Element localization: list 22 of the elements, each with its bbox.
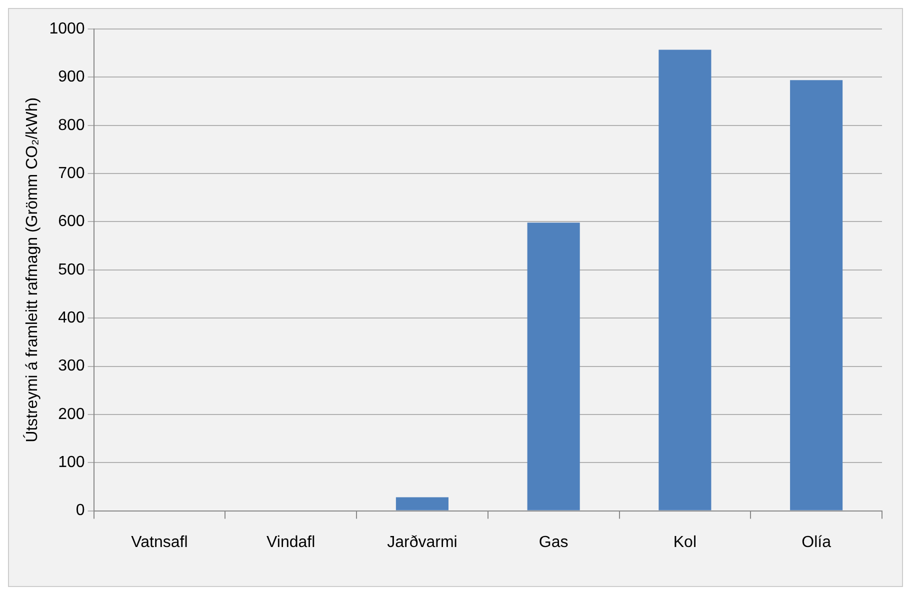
y-tick-label: 900	[58, 68, 85, 86]
y-tick-label: 0	[76, 502, 85, 520]
y-tick-label: 100	[58, 454, 85, 472]
y-tick-label: 200	[58, 406, 85, 423]
y-tick-label: 500	[58, 261, 85, 278]
y-tick-label: 800	[58, 116, 85, 134]
x-tick-label: Kol	[673, 534, 697, 551]
x-tick-label: Olía	[802, 534, 832, 551]
x-tick-label: Vatnsafl	[131, 534, 188, 551]
x-tick-label: Vindafl	[266, 534, 316, 551]
y-tick-label: 600	[58, 213, 85, 230]
bar	[527, 222, 580, 510]
y-tick-label: 400	[58, 309, 85, 326]
y-axis-title: Útstreymi á framleitt rafmagn (Grömm CO₂/kWh)	[23, 97, 42, 442]
x-tick-label: Gas	[538, 534, 568, 551]
bar	[790, 80, 843, 510]
bar	[658, 50, 712, 510]
y-tick-label: 700	[58, 164, 85, 182]
y-tick-label: 300	[58, 358, 85, 375]
y-tick-label: 1000	[49, 20, 85, 38]
x-tick-label: Jarðvarmi	[387, 534, 458, 551]
bar	[396, 497, 448, 510]
